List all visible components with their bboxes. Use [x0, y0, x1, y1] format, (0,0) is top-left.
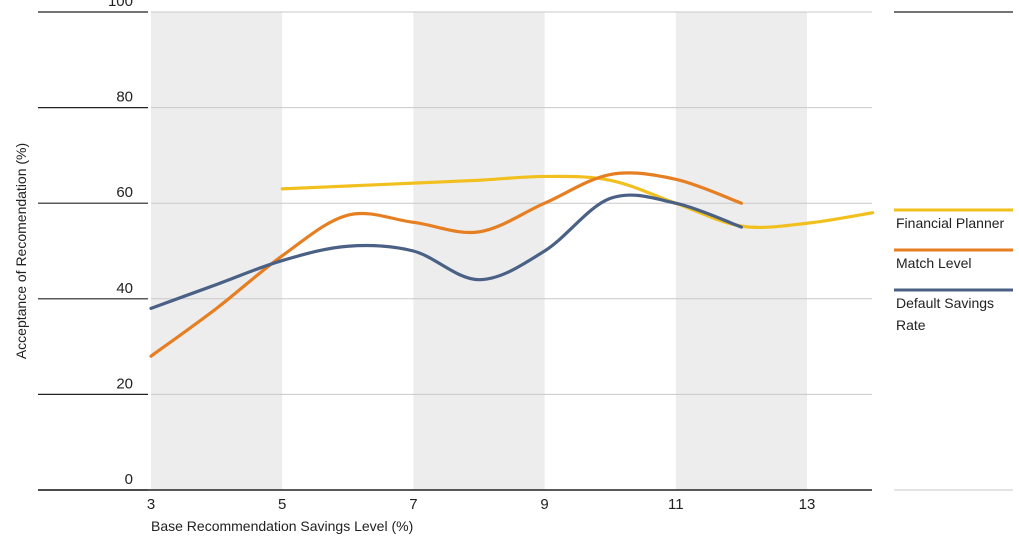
x-tick-label-9: 9	[540, 496, 548, 513]
x-axis-label: Base Recommendation Savings Level (%)	[151, 518, 413, 534]
series-line-match-level	[149, 171, 743, 358]
x-tick-label-11: 11	[668, 496, 684, 513]
series-line-default-savings-rate	[149, 193, 743, 310]
y-tick-label-60: 60	[116, 184, 133, 201]
series-line-financial-planner	[280, 174, 875, 229]
x-tick-label-7: 7	[409, 496, 417, 513]
y-tick-label-80: 80	[116, 89, 133, 106]
gridlines	[38, 11, 1013, 491]
shaded-band-3	[675, 12, 807, 490]
shaded-band-2	[413, 12, 545, 490]
shaded-bands	[151, 12, 807, 490]
x-tick-label-5: 5	[278, 496, 286, 513]
y-tick-label-20: 20	[116, 375, 133, 392]
shaded-band-1	[151, 12, 283, 490]
y-tick-label-100: 100	[108, 0, 133, 10]
legend: Financial Planner Match Level Default Savi…	[894, 208, 1013, 333]
x-tick-label-3: 3	[147, 496, 155, 513]
legend-label-default-savings-rate: Default Savings Rate	[896, 295, 994, 333]
legend-label-match-level: Match Level	[896, 255, 971, 271]
y-axis-ticks: 0 20 40 60 80 100	[38, 0, 148, 491]
y-tick-label-0: 0	[125, 471, 133, 488]
x-axis-ticks: 3 5 7 9 11 13	[147, 496, 816, 513]
series-lines	[149, 171, 875, 358]
y-axis-label: Acceptance of Recomendation (%)	[13, 143, 29, 359]
y-tick-label-40: 40	[116, 280, 133, 297]
x-tick-label-13: 13	[799, 496, 816, 513]
legend-label-financial-planner: Financial Planner	[896, 215, 1005, 231]
